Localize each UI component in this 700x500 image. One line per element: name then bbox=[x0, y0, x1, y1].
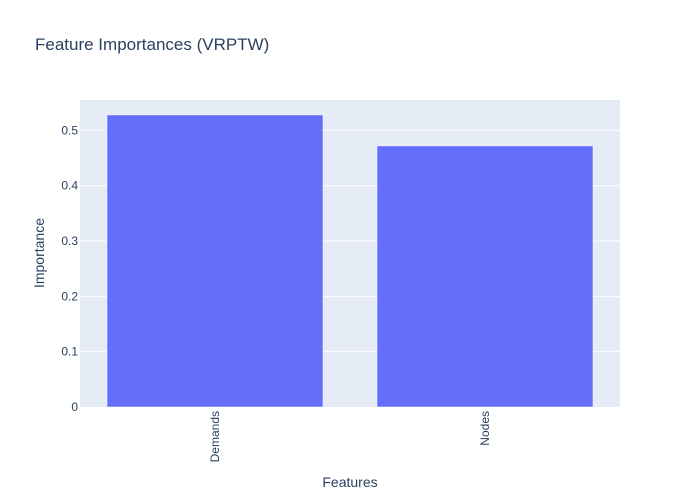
y-tick-label: 0.1 bbox=[61, 345, 78, 359]
y-tick-label: 0.2 bbox=[61, 289, 78, 303]
y-tick-label: 0 bbox=[71, 400, 78, 414]
y-tick-label: 0.4 bbox=[61, 179, 78, 193]
chart-title: Feature Importances (VRPTW) bbox=[35, 35, 269, 54]
y-tick-label: 0.3 bbox=[61, 234, 78, 248]
x-tick-labels: Demands Nodes bbox=[208, 411, 492, 462]
x-tick-label: Nodes bbox=[478, 411, 492, 446]
bars bbox=[106, 114, 594, 408]
y-axis-label: Importance bbox=[31, 218, 47, 288]
y-tick-label: 0.5 bbox=[61, 123, 78, 137]
bar-demands bbox=[106, 114, 324, 408]
x-axis-label: Features bbox=[322, 474, 377, 490]
bar-nodes bbox=[376, 145, 594, 408]
y-tick-labels: 0 0.1 0.2 0.3 0.4 0.5 bbox=[61, 123, 78, 414]
x-tick-label: Demands bbox=[208, 411, 222, 462]
